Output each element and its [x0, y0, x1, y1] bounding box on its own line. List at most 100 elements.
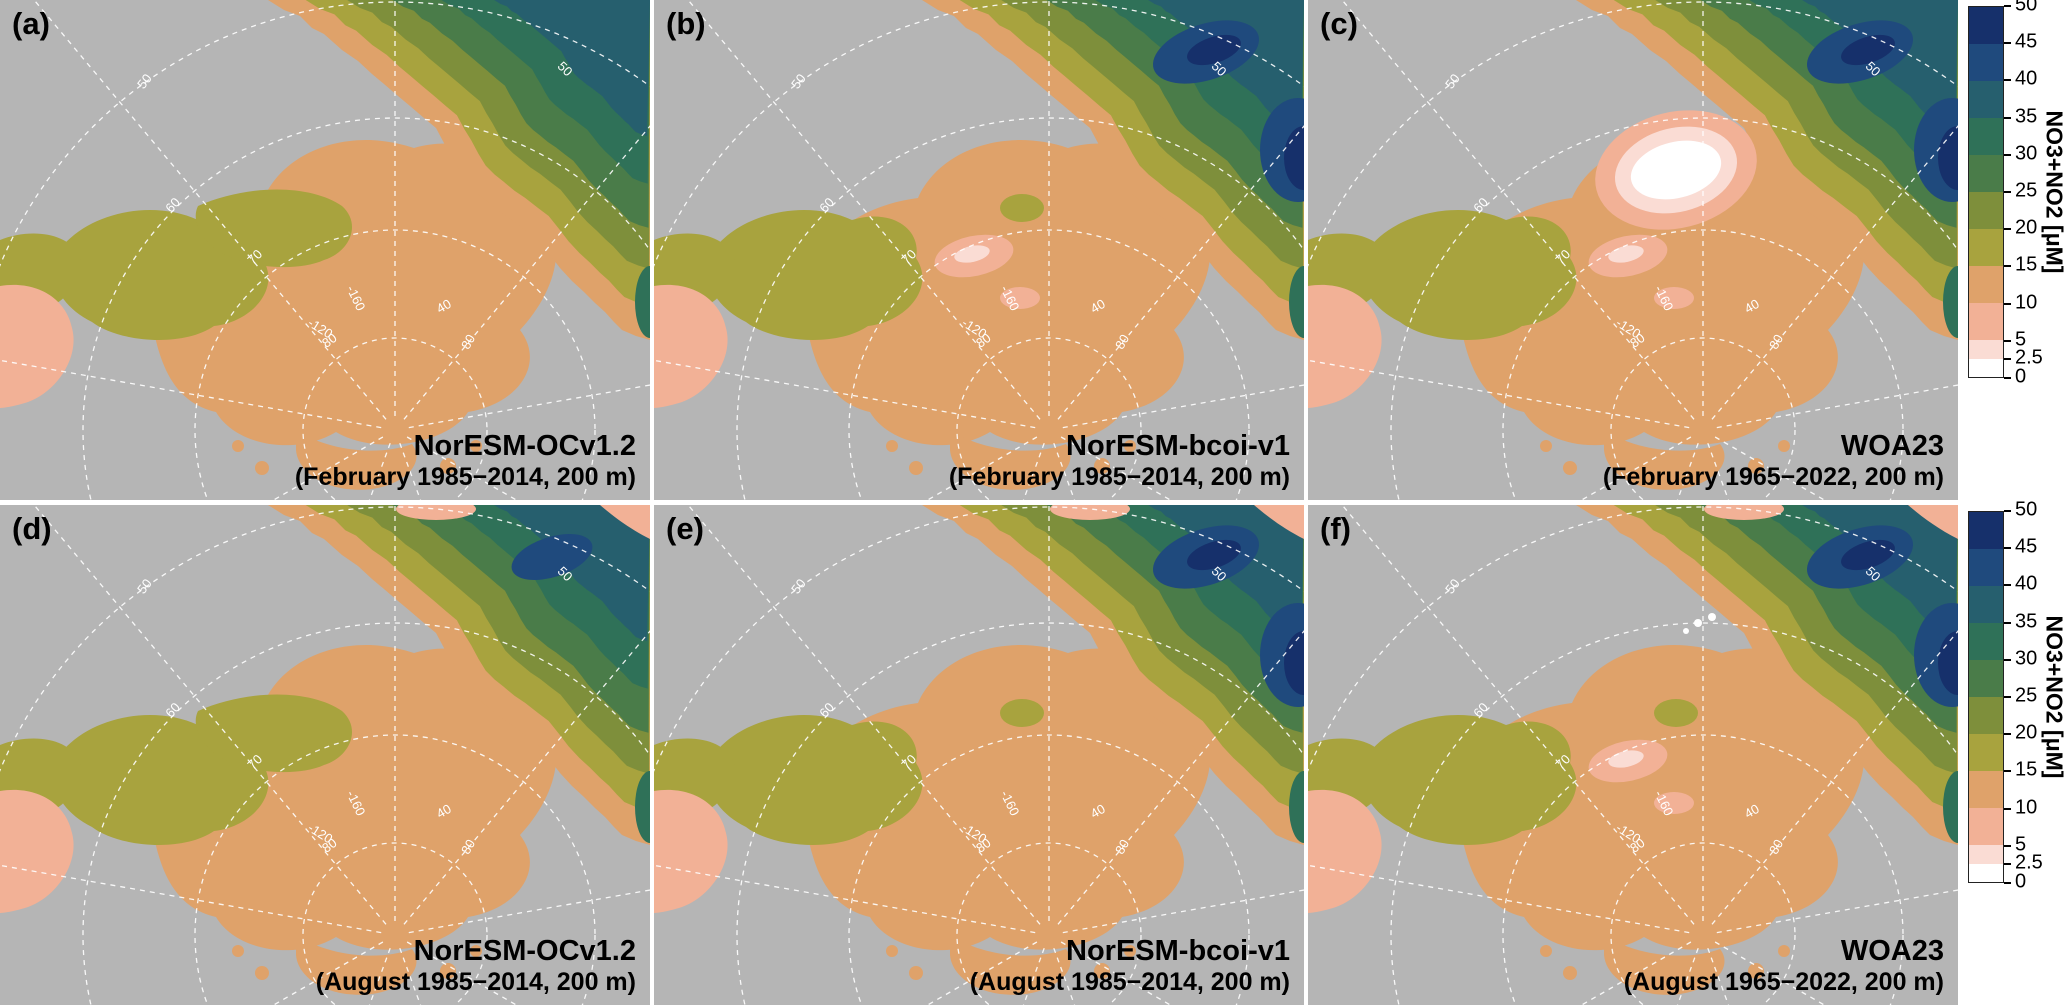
colorbar-tick: 25: [2015, 684, 2038, 707]
colorbar-tickmark: [2004, 42, 2011, 45]
map-a: 50 50 60 70 80 -160 -120 40 80: [0, 0, 650, 500]
dataset-period: (February 1965−2022, 200 m): [1602, 462, 1944, 491]
dataset-name: NorESM-OCv1.2: [413, 935, 636, 968]
dataset-period: (August 1985−2014, 200 m): [969, 967, 1290, 996]
svg-text:40: 40: [1088, 296, 1108, 316]
colorbar-segment: [1969, 340, 2003, 359]
panel-d: 50 50 60 70 80 -160 -120 40 80 (d) NorESM-OCv1.2…: [0, 505, 650, 1005]
colorbar-segment: [1969, 7, 2003, 44]
colorbar-tick: 10: [2015, 795, 2038, 818]
colorbar-tickmark: [2004, 191, 2011, 193]
colorbar-tickmark: [2004, 153, 2011, 156]
colorbar-tickmark: [2004, 547, 2011, 550]
panel-caption-c: WOA23 (February 1965−2022, 200 m): [1603, 430, 1944, 492]
panel-c: 50 50 60 70 80 -160 -120 40 80 (c) WOA23 (Februa…: [1308, 0, 1958, 500]
colorbar-swatches: [1968, 511, 2004, 883]
colorbar-tick: 5: [2015, 833, 2027, 856]
panel-letter-f: (f): [1320, 511, 1351, 546]
colorbar-segment: [1969, 586, 2003, 623]
panel-letter-e: (e): [666, 511, 704, 546]
panel-caption-a: NorESM-OCv1.2 (February 1985−2014, 200 m…: [295, 430, 636, 492]
map-e: 50 50 60 70 80 -160 -120 40 80: [654, 505, 1304, 1005]
colorbar-tickmark: [2004, 339, 2011, 342]
colorbar-tick: 10: [2015, 290, 2038, 313]
colorbar-tickmark: [2004, 79, 2011, 82]
colorbar-tick: 40: [2015, 67, 2038, 90]
colorbar-segment: [1969, 155, 2003, 192]
colorbar-tick: 5: [2015, 328, 2027, 351]
map-f: 50 50 60 70 80 -160 -120 40 80: [1308, 505, 1958, 1005]
dataset-name: NorESM-bcoi-v1: [1066, 935, 1290, 968]
colorbar-tickmark: [2004, 116, 2011, 119]
colorbar-tickmark: [2004, 807, 2011, 810]
colorbar-segment: [1969, 118, 2003, 155]
dataset-period: (February 1985−2014, 200 m): [294, 462, 636, 491]
colorbar-tickmark: [2004, 696, 2011, 698]
colorbar-segment: [1969, 808, 2003, 845]
dataset-period: (August 1965−2022, 200 m): [1623, 967, 1944, 996]
panel-f: 50 50 60 70 80 -160 -120 40 80 (f) WOA23 (August…: [1308, 505, 1958, 1005]
colorbar-axis-label: NO3+NO2 [μM]: [2041, 615, 2067, 779]
map-c: 50 50 60 70 80 -160 -120 40 80: [1308, 0, 1958, 500]
svg-text:80: 80: [1627, 330, 1648, 351]
colorbar-tickmark: [2004, 658, 2011, 661]
dataset-name: NorESM-OCv1.2: [413, 430, 636, 463]
colorbar-segment: [1969, 81, 2003, 118]
colorbar-segment: [1969, 303, 2003, 340]
colorbar-tickmark: [2004, 733, 2011, 736]
panel-caption-f: WOA23 (August 1965−2022, 200 m): [1624, 935, 1944, 997]
colorbar-tickmark: [2004, 228, 2011, 231]
colorbar-tick: 2.5: [2015, 346, 2043, 369]
colorbar-tick: 40: [2015, 572, 2038, 595]
colorbar-swatches: [1968, 6, 2004, 378]
colorbar-tick: 35: [2015, 609, 2038, 632]
svg-text:40: 40: [1088, 801, 1108, 821]
dataset-period: (August 1985−2014, 200 m): [315, 967, 636, 996]
svg-text:80: 80: [1112, 332, 1132, 352]
panel-e: 50 50 60 70 80 -160 -120 40 80 (e) NorESM-bcoi-v…: [654, 505, 1304, 1005]
colorbar-tickmark: [2004, 882, 2011, 884]
colorbar-tick: 0: [2015, 365, 2027, 388]
colorbar-segment: [1969, 192, 2003, 229]
colorbar-segment: [1969, 549, 2003, 586]
colorbar-tickmark: [2004, 302, 2011, 305]
map-b: 50 50 60 70 80 -160 -120 40 80: [654, 0, 1304, 500]
panel-caption-b: NorESM-bcoi-v1 (February 1985−2014, 200 …: [949, 430, 1290, 492]
map-d: 50 50 60 70 80 -160 -120 40 80: [0, 505, 650, 1005]
colorbar-august: 0 2.5 5 10 15 20 25 30 35 40 45 50 NO3+NO2 [μM]: [1962, 498, 2067, 1005]
svg-text:80: 80: [1627, 835, 1648, 856]
panel-caption-d: NorESM-OCv1.2 (August 1985−2014, 200 m): [316, 935, 636, 997]
colorbar-tickmark: [2004, 377, 2011, 379]
colorbar-tick: 15: [2015, 758, 2038, 781]
svg-text:80: 80: [1112, 837, 1132, 857]
colorbar-tickmark: [2004, 510, 2011, 512]
colorbar-tick: 25: [2015, 179, 2038, 202]
colorbar-segment: [1969, 623, 2003, 660]
colorbar-tick: 45: [2015, 30, 2038, 53]
colorbar-segment: [1969, 863, 2003, 882]
colorbar-tickmark: [2004, 770, 2011, 773]
svg-text:80: 80: [319, 835, 340, 856]
panel-caption-e: NorESM-bcoi-v1 (August 1985−2014, 200 m): [970, 935, 1290, 997]
colorbar-tick: 0: [2015, 870, 2027, 893]
colorbar-tickmark: [2004, 621, 2011, 624]
colorbar-axis-label: NO3+NO2 [μM]: [2041, 110, 2067, 274]
colorbar-tickmark: [2004, 844, 2011, 847]
colorbar-tick: 35: [2015, 104, 2038, 127]
svg-text:80: 80: [458, 332, 478, 352]
panel-letter-c: (c): [1320, 6, 1358, 41]
dataset-name: NorESM-bcoi-v1: [1066, 430, 1290, 463]
row-february: 50 50 60 70 80 -160 -120 40 80 (a) NorESM-OCv1.2…: [0, 0, 2067, 500]
svg-text:80: 80: [319, 330, 340, 351]
colorbar-tick: 15: [2015, 253, 2038, 276]
colorbar-tick: 30: [2015, 142, 2038, 165]
colorbar-segment: [1969, 771, 2003, 808]
dataset-name: WOA23: [1840, 430, 1944, 463]
panel-b: 50 50 60 70 80 -160 -120 40 80 (b) NorESM-bcoi-v…: [654, 0, 1304, 500]
colorbar-february: 0 2.5 5 10 15 20 25 30 35 40 45 50 NO3+NO2 [μM]: [1962, 0, 2067, 500]
